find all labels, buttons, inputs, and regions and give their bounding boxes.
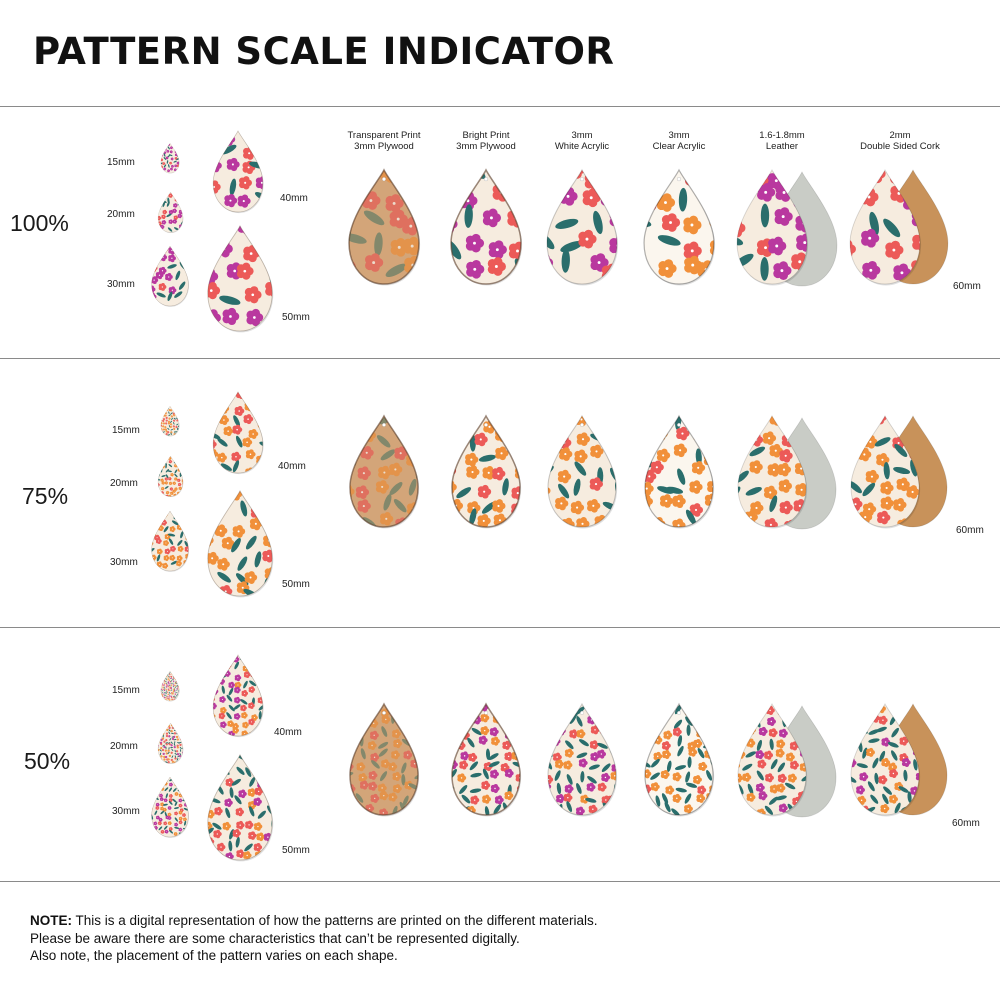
scale-label: 75% [22, 483, 69, 509]
drop-30mm [151, 245, 189, 307]
size-label-20mm: 20mm [107, 209, 135, 220]
note: NOTE: This is a digital representation o… [30, 912, 598, 965]
drop-clear-acrylic [644, 702, 715, 817]
drop-15mm [160, 142, 180, 174]
section-75: 75% 15mm 20mm 30mm 40mm 50mm 60mm [0, 358, 1000, 618]
drop-white-acrylic [547, 702, 618, 817]
note-line-3: Also note, the placement of the pattern … [30, 948, 398, 963]
drop-bright-plywood [451, 702, 522, 817]
divider-1 [0, 358, 1000, 359]
drop-40mm [212, 130, 264, 214]
material-header-transparent-plywood: Transparent Print 3mm Plywood [347, 130, 421, 152]
drop-50mm [207, 490, 274, 598]
drop-30mm [151, 776, 189, 838]
scale-label: 50% [24, 748, 71, 774]
drop-20mm [157, 455, 183, 498]
divider-bottom [0, 881, 1000, 882]
drop-20mm [157, 722, 183, 765]
page-title: PATTERN SCALE INDICATOR [33, 30, 615, 73]
drop-15mm [160, 405, 180, 437]
scale-label: 100% [10, 210, 69, 236]
size-label-15mm: 15mm [112, 425, 140, 436]
size-label-60mm: 60mm [952, 818, 980, 829]
drop-50mm [207, 225, 274, 333]
drop-cork [850, 415, 921, 529]
drop-clear-acrylic [644, 414, 715, 529]
material-header-bright-plywood: Bright Print 3mm Plywood [456, 130, 516, 152]
drop-40mm [212, 654, 264, 738]
drop-white-acrylic [546, 168, 619, 286]
drop-transparent-plywood [349, 414, 420, 529]
size-label-40mm: 40mm [278, 461, 306, 472]
size-label-20mm: 20mm [110, 741, 138, 752]
size-label-20mm: 20mm [110, 478, 138, 489]
drop-bright-plywood [451, 414, 522, 529]
material-header-cork: 2mm Double Sided Cork [860, 130, 940, 152]
drop-leather [737, 415, 808, 529]
note-label: NOTE: [30, 913, 72, 928]
drop-40mm [212, 391, 264, 475]
size-label-15mm: 15mm [112, 685, 140, 696]
drop-20mm [157, 191, 183, 234]
size-label-50mm: 50mm [282, 579, 310, 590]
drop-white-acrylic [547, 414, 618, 529]
material-header-clear-acrylic: 3mm Clear Acrylic [652, 130, 706, 152]
section-100: 100% 15mm 20mm 30mm 40mm 50mm 60mm [0, 106, 1000, 366]
drop-clear-acrylic [643, 168, 716, 286]
size-label-30mm: 30mm [107, 279, 135, 290]
size-label-15mm: 15mm [107, 157, 135, 168]
divider-top [0, 106, 1000, 107]
material-header-white-acrylic: 3mm White Acrylic [554, 130, 610, 152]
drop-bright-plywood [450, 168, 523, 286]
drop-transparent-plywood [348, 168, 421, 286]
size-label-40mm: 40mm [274, 727, 302, 738]
note-line-1: NOTE: This is a digital representation o… [30, 913, 598, 928]
section-50: 50% 15mm 20mm 30mm 40mm 50mm 60mm [0, 627, 1000, 887]
size-label-40mm: 40mm [280, 193, 308, 204]
drop-cork [850, 703, 921, 817]
size-label-30mm: 30mm [110, 557, 138, 568]
drop-leather [737, 703, 808, 817]
drop-transparent-plywood [349, 702, 420, 817]
note-line-2: Please be aware there are some character… [30, 930, 520, 946]
drop-15mm [160, 670, 180, 702]
drop-leather [736, 168, 809, 286]
drop-30mm [151, 510, 189, 572]
size-label-60mm: 60mm [956, 525, 984, 536]
size-label-30mm: 30mm [112, 806, 140, 817]
size-label-50mm: 50mm [282, 845, 310, 856]
material-header-leather: 1.6-1.8mm Leather [759, 130, 805, 152]
size-label-50mm: 50mm [282, 312, 310, 323]
divider-2 [0, 627, 1000, 628]
size-label-60mm: 60mm [953, 281, 981, 292]
drop-50mm [207, 754, 274, 862]
drop-cork [849, 168, 922, 286]
